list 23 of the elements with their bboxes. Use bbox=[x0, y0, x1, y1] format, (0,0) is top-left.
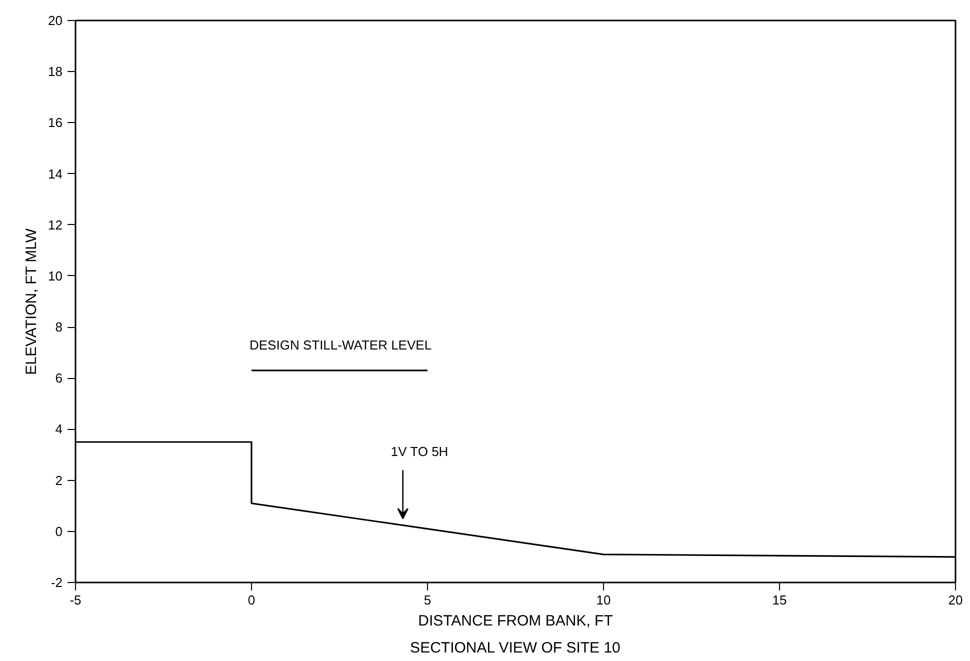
y-tick-label: 4 bbox=[55, 422, 63, 437]
y-tick-label: -2 bbox=[50, 575, 63, 590]
y-tick-label: 10 bbox=[48, 268, 63, 284]
y-tick-label: 16 bbox=[48, 115, 63, 130]
y-tick-label: 2 bbox=[55, 472, 63, 488]
y-tick-label: 0 bbox=[55, 524, 63, 539]
text: SECTIONAL VIEW OF SITE 10 bbox=[410, 640, 620, 656]
y-tick-label: 8 bbox=[55, 320, 63, 335]
x-tick-label: -5 bbox=[70, 592, 82, 608]
y-tick-label: 14 bbox=[48, 166, 63, 182]
annotation: 1V TO 5H bbox=[390, 444, 448, 460]
x-tick-label: 10 bbox=[596, 592, 611, 608]
series-label: DESIGN STILL-WATER LEVEL bbox=[250, 337, 432, 352]
x-tick-label: 20 bbox=[948, 592, 963, 608]
y-tick-label: 20 bbox=[48, 13, 63, 28]
y-tick-label: 12 bbox=[48, 217, 63, 232]
x-tick-label: 5 bbox=[424, 592, 432, 608]
x-axis-title: DISTANCE FROM BANK, FT bbox=[418, 612, 613, 630]
y-tick-label: 6 bbox=[55, 370, 63, 386]
x-tick-label: 15 bbox=[772, 592, 787, 608]
x-tick-label: 0 bbox=[248, 592, 256, 608]
y-tick-label: 18 bbox=[48, 64, 63, 80]
y-axis-title: ELEVATION, FT MLW bbox=[23, 228, 40, 375]
